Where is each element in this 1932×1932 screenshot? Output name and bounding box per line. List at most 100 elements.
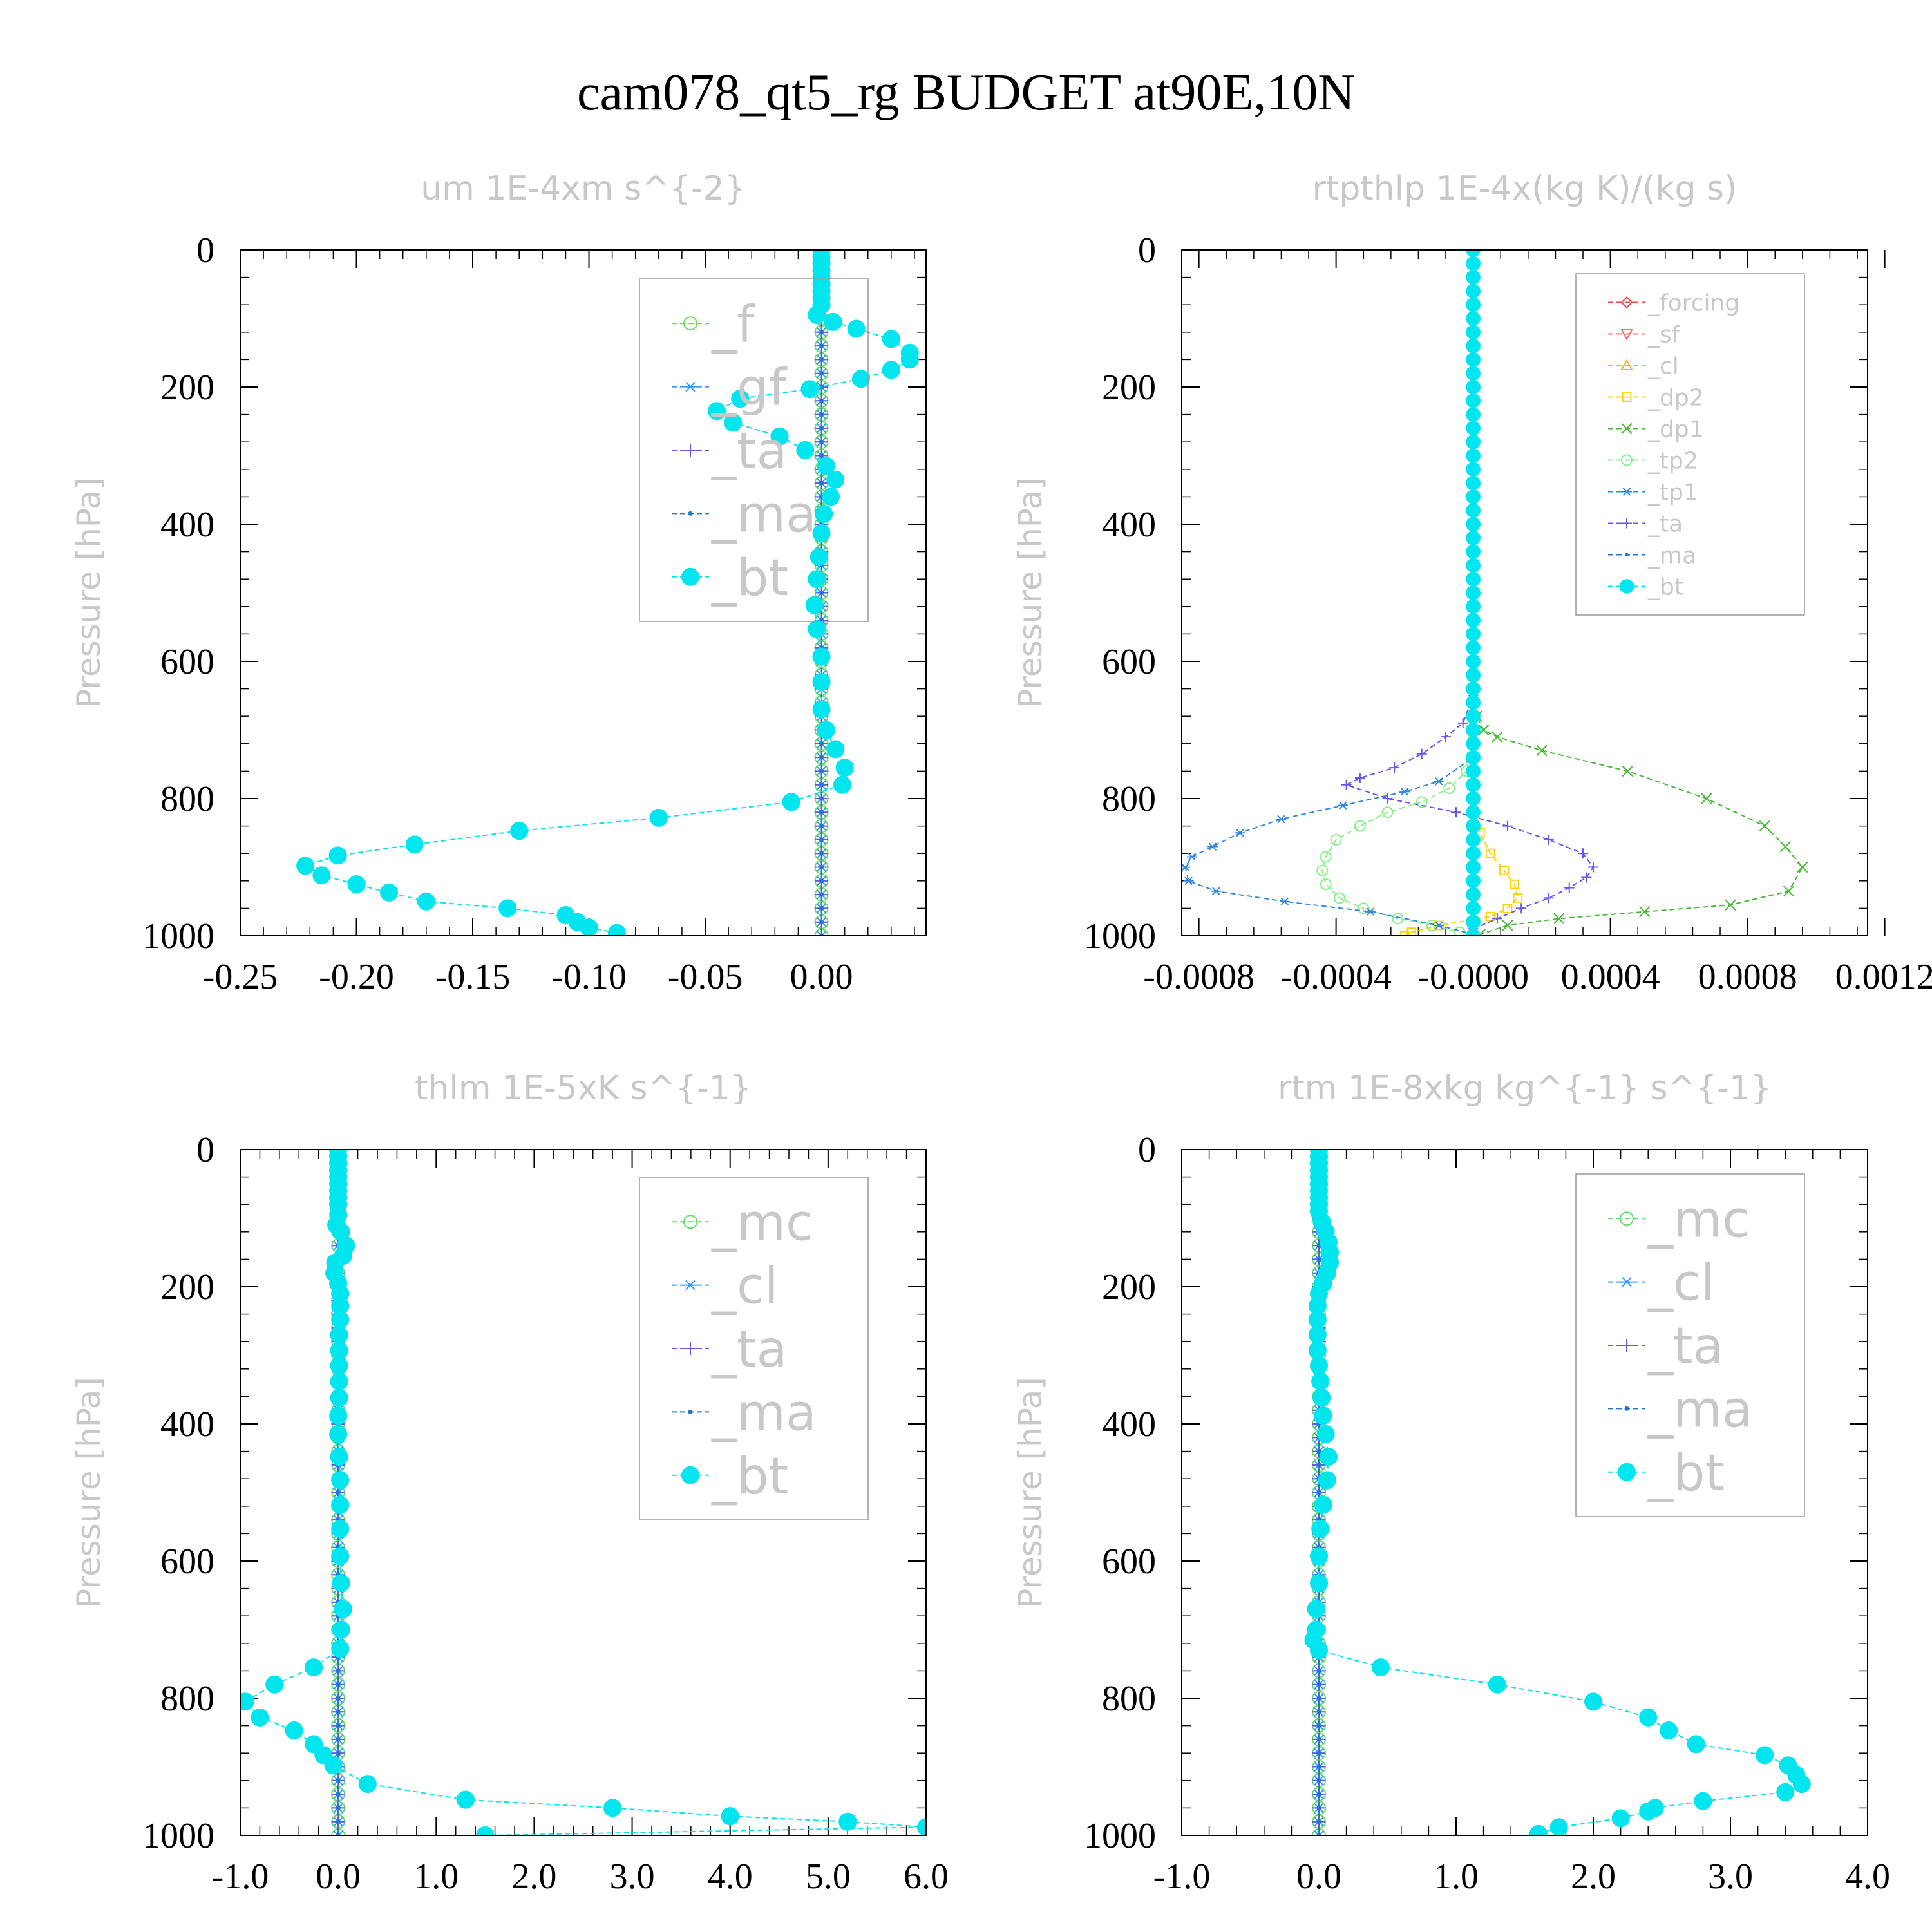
data-point [1564,882,1575,893]
legend-label: _sf [1647,321,1681,348]
data-point [1792,1775,1811,1794]
data-point [1516,903,1527,914]
data-point [1320,851,1332,863]
data-point [1513,893,1523,903]
series-line [1184,250,1474,935]
data-point [1466,393,1481,408]
data-point [334,1600,352,1618]
data-point [1485,911,1495,922]
data-point [1320,878,1332,891]
y-tick-label: 400 [1102,505,1156,545]
data-point [332,1830,345,1835]
data-point [329,1406,348,1425]
data-point [826,470,845,489]
series-line [1344,250,1595,930]
data-point [1694,1792,1712,1810]
data-point [1466,612,1481,628]
data-point [1492,731,1503,743]
series-bt [1304,1150,1811,1835]
data-point [1316,1256,1321,1262]
data-point [1316,1668,1321,1673]
data-point [1316,1696,1321,1701]
data-point [1466,791,1481,806]
legend-label: _ma [1647,542,1696,569]
data-point [1457,717,1468,728]
data-point [824,312,842,331]
data-point [1466,599,1481,614]
legend-marker [681,567,699,586]
data-point [1341,779,1352,790]
x-tick-label: 5.0 [806,1857,851,1897]
data-point [1553,913,1565,925]
data-point [1466,338,1481,354]
y-tick-label: 400 [1102,1405,1156,1444]
y-tick-label: 0 [196,231,214,270]
x-tick-label: 6.0 [904,1857,949,1897]
data-point [1316,1765,1321,1769]
data-point [838,1812,857,1831]
data-point [1687,1735,1705,1754]
data-point [1466,764,1481,779]
data-point [1333,892,1345,904]
data-point [1434,921,1444,930]
data-point [332,1574,350,1593]
data-point [1307,1600,1325,1618]
data-point [724,413,743,432]
data-point [1466,475,1481,491]
legend-box [1575,1173,1805,1517]
data-point [1466,544,1481,559]
data-point [808,620,826,638]
x-tick-label: 0.0012 [1835,957,1932,997]
data-point [331,1471,350,1490]
data-point [1276,815,1287,824]
panel-rtpthlp: rtpthlp 1E-4x(kg K)/(kg s) Pressure [hPa]… [1012,169,1932,997]
data-point [1466,407,1481,422]
data-point [1466,708,1481,724]
data-point [1549,1818,1568,1835]
panel-title: um 1E-4xm s^{-2} [421,169,746,208]
data-point [1316,1682,1321,1687]
data-point [1311,1372,1330,1390]
data-point [1639,1802,1658,1821]
data-point [819,412,824,417]
legend-marker [688,511,693,516]
y-tick-label: 200 [160,368,214,408]
legend-marker [1620,329,1633,341]
data-point [456,1790,475,1809]
data-point [1466,325,1481,340]
data-point [1466,489,1481,504]
data-point [810,548,828,567]
data-point [1543,834,1554,845]
legend-label: _f [711,296,755,354]
data-point [1466,434,1481,450]
data-point [336,1668,341,1673]
data-point [498,899,517,918]
legend-label: _ta [1647,511,1683,537]
data-point [1392,913,1404,925]
y-tick-label: 400 [160,1405,214,1444]
series-line [1312,1150,1803,1835]
data-point [1466,736,1481,752]
data-point [331,1495,350,1514]
data-point [329,1425,348,1443]
legend-label: _ta [1647,1318,1723,1376]
data-point [1611,1809,1630,1828]
data-point [1466,750,1481,765]
data-point [1488,1675,1506,1694]
y-axis-label: Pressure [hPa] [70,477,108,708]
legend-marker [684,444,697,457]
data-point [819,892,824,897]
data-point [819,905,824,911]
data-point [1466,640,1481,656]
data-point [1308,1325,1327,1344]
data-point [1354,773,1365,784]
data-point [1316,1463,1321,1468]
data-point [1466,462,1481,477]
data-point [817,721,835,739]
series-bt [296,250,919,936]
data-point [1536,744,1548,757]
data-point [819,426,824,431]
data-point [285,1721,303,1740]
data-point [336,1696,341,1701]
data-point [1588,862,1598,873]
